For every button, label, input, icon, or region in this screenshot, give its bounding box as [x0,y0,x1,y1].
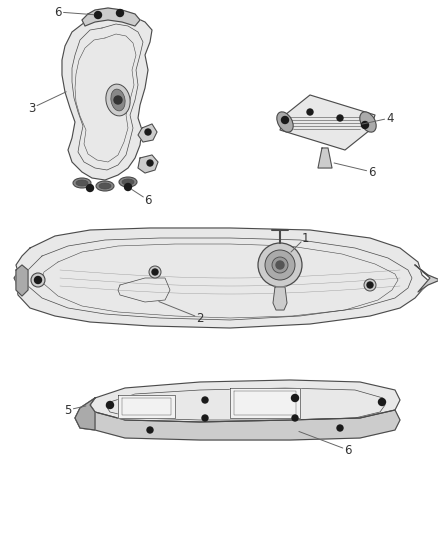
Text: 6: 6 [144,193,152,206]
Ellipse shape [277,112,293,132]
Circle shape [307,109,313,115]
Polygon shape [415,265,438,292]
Text: 6: 6 [344,443,352,456]
Polygon shape [118,395,175,418]
Circle shape [361,122,368,128]
Circle shape [106,401,113,408]
Polygon shape [273,287,287,310]
Circle shape [86,184,93,191]
Polygon shape [62,14,152,180]
Circle shape [337,115,343,121]
Circle shape [31,273,45,287]
Polygon shape [138,155,158,173]
Text: 4: 4 [386,111,394,125]
Circle shape [272,257,288,273]
Ellipse shape [122,179,134,185]
Circle shape [292,394,299,401]
Circle shape [114,96,122,104]
Polygon shape [16,265,28,296]
Circle shape [202,415,208,421]
Circle shape [378,399,385,406]
Ellipse shape [106,84,130,116]
Polygon shape [230,388,300,418]
Circle shape [276,261,284,269]
Polygon shape [82,8,140,26]
Circle shape [364,279,376,291]
Polygon shape [14,228,430,328]
Circle shape [35,277,42,284]
Ellipse shape [119,177,137,187]
Text: 1: 1 [301,231,309,245]
Circle shape [147,427,153,433]
Circle shape [292,415,298,421]
Circle shape [258,243,302,287]
Circle shape [152,269,158,275]
Text: 6: 6 [54,5,62,19]
Ellipse shape [360,112,376,132]
Polygon shape [318,148,332,168]
Polygon shape [138,124,157,142]
Circle shape [147,160,153,166]
Polygon shape [90,380,400,422]
Polygon shape [75,398,95,430]
Circle shape [117,10,124,17]
Polygon shape [280,95,375,150]
Text: 6: 6 [368,166,376,179]
Circle shape [145,129,151,135]
Circle shape [202,397,208,403]
Ellipse shape [96,181,114,191]
Text: 5: 5 [64,403,72,416]
Polygon shape [75,398,400,440]
Circle shape [265,250,295,280]
Circle shape [337,425,343,431]
Text: 2: 2 [196,311,204,325]
Circle shape [124,183,131,190]
Ellipse shape [76,180,88,186]
Circle shape [95,12,102,19]
Ellipse shape [99,183,111,189]
Circle shape [282,117,289,124]
Ellipse shape [73,178,91,188]
Ellipse shape [111,89,125,111]
Circle shape [367,282,373,288]
Circle shape [149,266,161,278]
Text: 3: 3 [28,101,35,115]
